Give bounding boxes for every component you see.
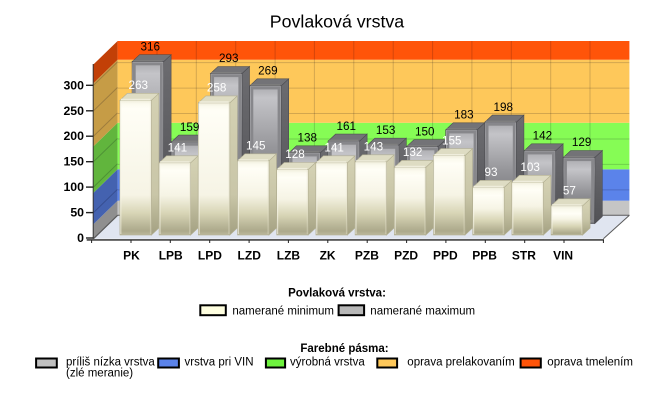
svg-text:263: 263 — [128, 79, 148, 92]
svg-text:PK: PK — [123, 249, 140, 263]
svg-text:128: 128 — [285, 148, 305, 161]
svg-text:namerané minimum: namerané minimum — [232, 306, 334, 318]
svg-text:93: 93 — [484, 166, 497, 179]
svg-text:PPD: PPD — [433, 249, 458, 263]
svg-text:(zlé meranie): (zlé meranie) — [66, 367, 133, 379]
svg-text:293: 293 — [219, 52, 239, 65]
svg-text:100: 100 — [63, 180, 84, 194]
svg-text:LPB: LPB — [159, 249, 183, 263]
svg-text:138: 138 — [297, 132, 317, 145]
svg-text:PZB: PZB — [355, 249, 379, 263]
svg-text:Povlaková vrstva:: Povlaková vrstva: — [288, 287, 386, 299]
svg-text:132: 132 — [403, 146, 423, 159]
svg-text:316: 316 — [141, 40, 161, 53]
svg-text:129: 129 — [572, 136, 592, 149]
svg-text:0: 0 — [77, 231, 84, 245]
svg-text:142: 142 — [533, 130, 553, 143]
svg-text:výrobná vrstva: výrobná vrstva — [290, 357, 365, 369]
svg-text:183: 183 — [454, 109, 474, 122]
svg-text:LZB: LZB — [277, 249, 301, 263]
svg-text:300: 300 — [63, 78, 84, 92]
svg-text:Povlaková vrstva: Povlaková vrstva — [270, 12, 405, 32]
svg-text:143: 143 — [364, 141, 384, 154]
svg-text:LPD: LPD — [198, 249, 222, 263]
svg-text:155: 155 — [442, 134, 462, 147]
svg-text:STR: STR — [512, 249, 536, 263]
svg-text:145: 145 — [246, 140, 266, 153]
svg-text:200: 200 — [63, 129, 84, 143]
svg-text:141: 141 — [324, 142, 344, 155]
svg-text:150: 150 — [63, 155, 84, 169]
svg-text:50: 50 — [70, 206, 84, 220]
svg-text:oprava prelakovaním: oprava prelakovaním — [407, 357, 514, 369]
svg-text:ZK: ZK — [320, 249, 336, 263]
svg-text:141: 141 — [168, 142, 188, 155]
svg-text:198: 198 — [493, 101, 513, 114]
svg-text:161: 161 — [337, 120, 357, 133]
svg-text:269: 269 — [258, 65, 278, 78]
svg-text:PPB: PPB — [472, 249, 497, 263]
svg-text:oprava tmelením: oprava tmelením — [547, 357, 633, 369]
svg-text:150: 150 — [415, 125, 435, 138]
svg-text:159: 159 — [180, 121, 200, 134]
svg-text:VIN: VIN — [553, 249, 573, 263]
svg-text:153: 153 — [376, 124, 396, 137]
svg-text:250: 250 — [63, 104, 84, 118]
svg-text:Farebné pásma:: Farebné pásma: — [300, 343, 388, 355]
svg-text:vrstva pri VIN: vrstva pri VIN — [185, 357, 254, 369]
svg-text:príliš nízka vrstva: príliš nízka vrstva — [66, 357, 155, 369]
svg-text:258: 258 — [207, 82, 227, 95]
svg-text:103: 103 — [520, 161, 540, 174]
svg-text:LZD: LZD — [238, 249, 262, 263]
svg-text:57: 57 — [563, 185, 576, 198]
svg-text:namerané maximum: namerané maximum — [370, 306, 475, 318]
svg-text:PZD: PZD — [394, 249, 418, 263]
